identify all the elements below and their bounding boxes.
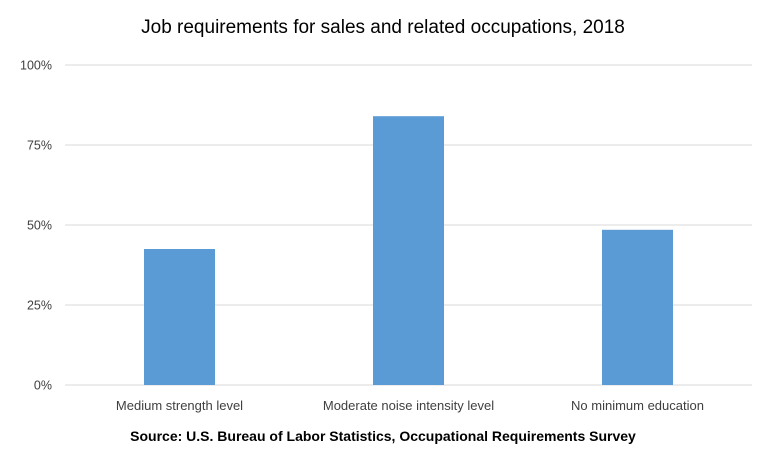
bars (144, 116, 673, 385)
chart-source-note: Source: U.S. Bureau of Labor Statistics,… (130, 428, 636, 444)
y-tick-label: 75% (27, 139, 52, 153)
y-tick-label: 25% (27, 299, 52, 313)
bar (373, 116, 444, 385)
x-tick-label: No minimum education (571, 398, 704, 413)
y-axis-ticks: 0% 25% 50% 75% 100% (20, 59, 52, 393)
x-tick-label: Medium strength level (116, 398, 243, 413)
bar (144, 249, 215, 385)
y-tick-label: 100% (20, 59, 52, 73)
x-axis-labels: Medium strength level Moderate noise inte… (116, 398, 704, 413)
chart-title: Job requirements for sales and related o… (141, 17, 625, 38)
bar (602, 229, 673, 385)
x-tick-label: Moderate noise intensity level (323, 398, 494, 413)
y-tick-label: 50% (27, 219, 52, 233)
y-tick-label: 0% (34, 379, 52, 393)
